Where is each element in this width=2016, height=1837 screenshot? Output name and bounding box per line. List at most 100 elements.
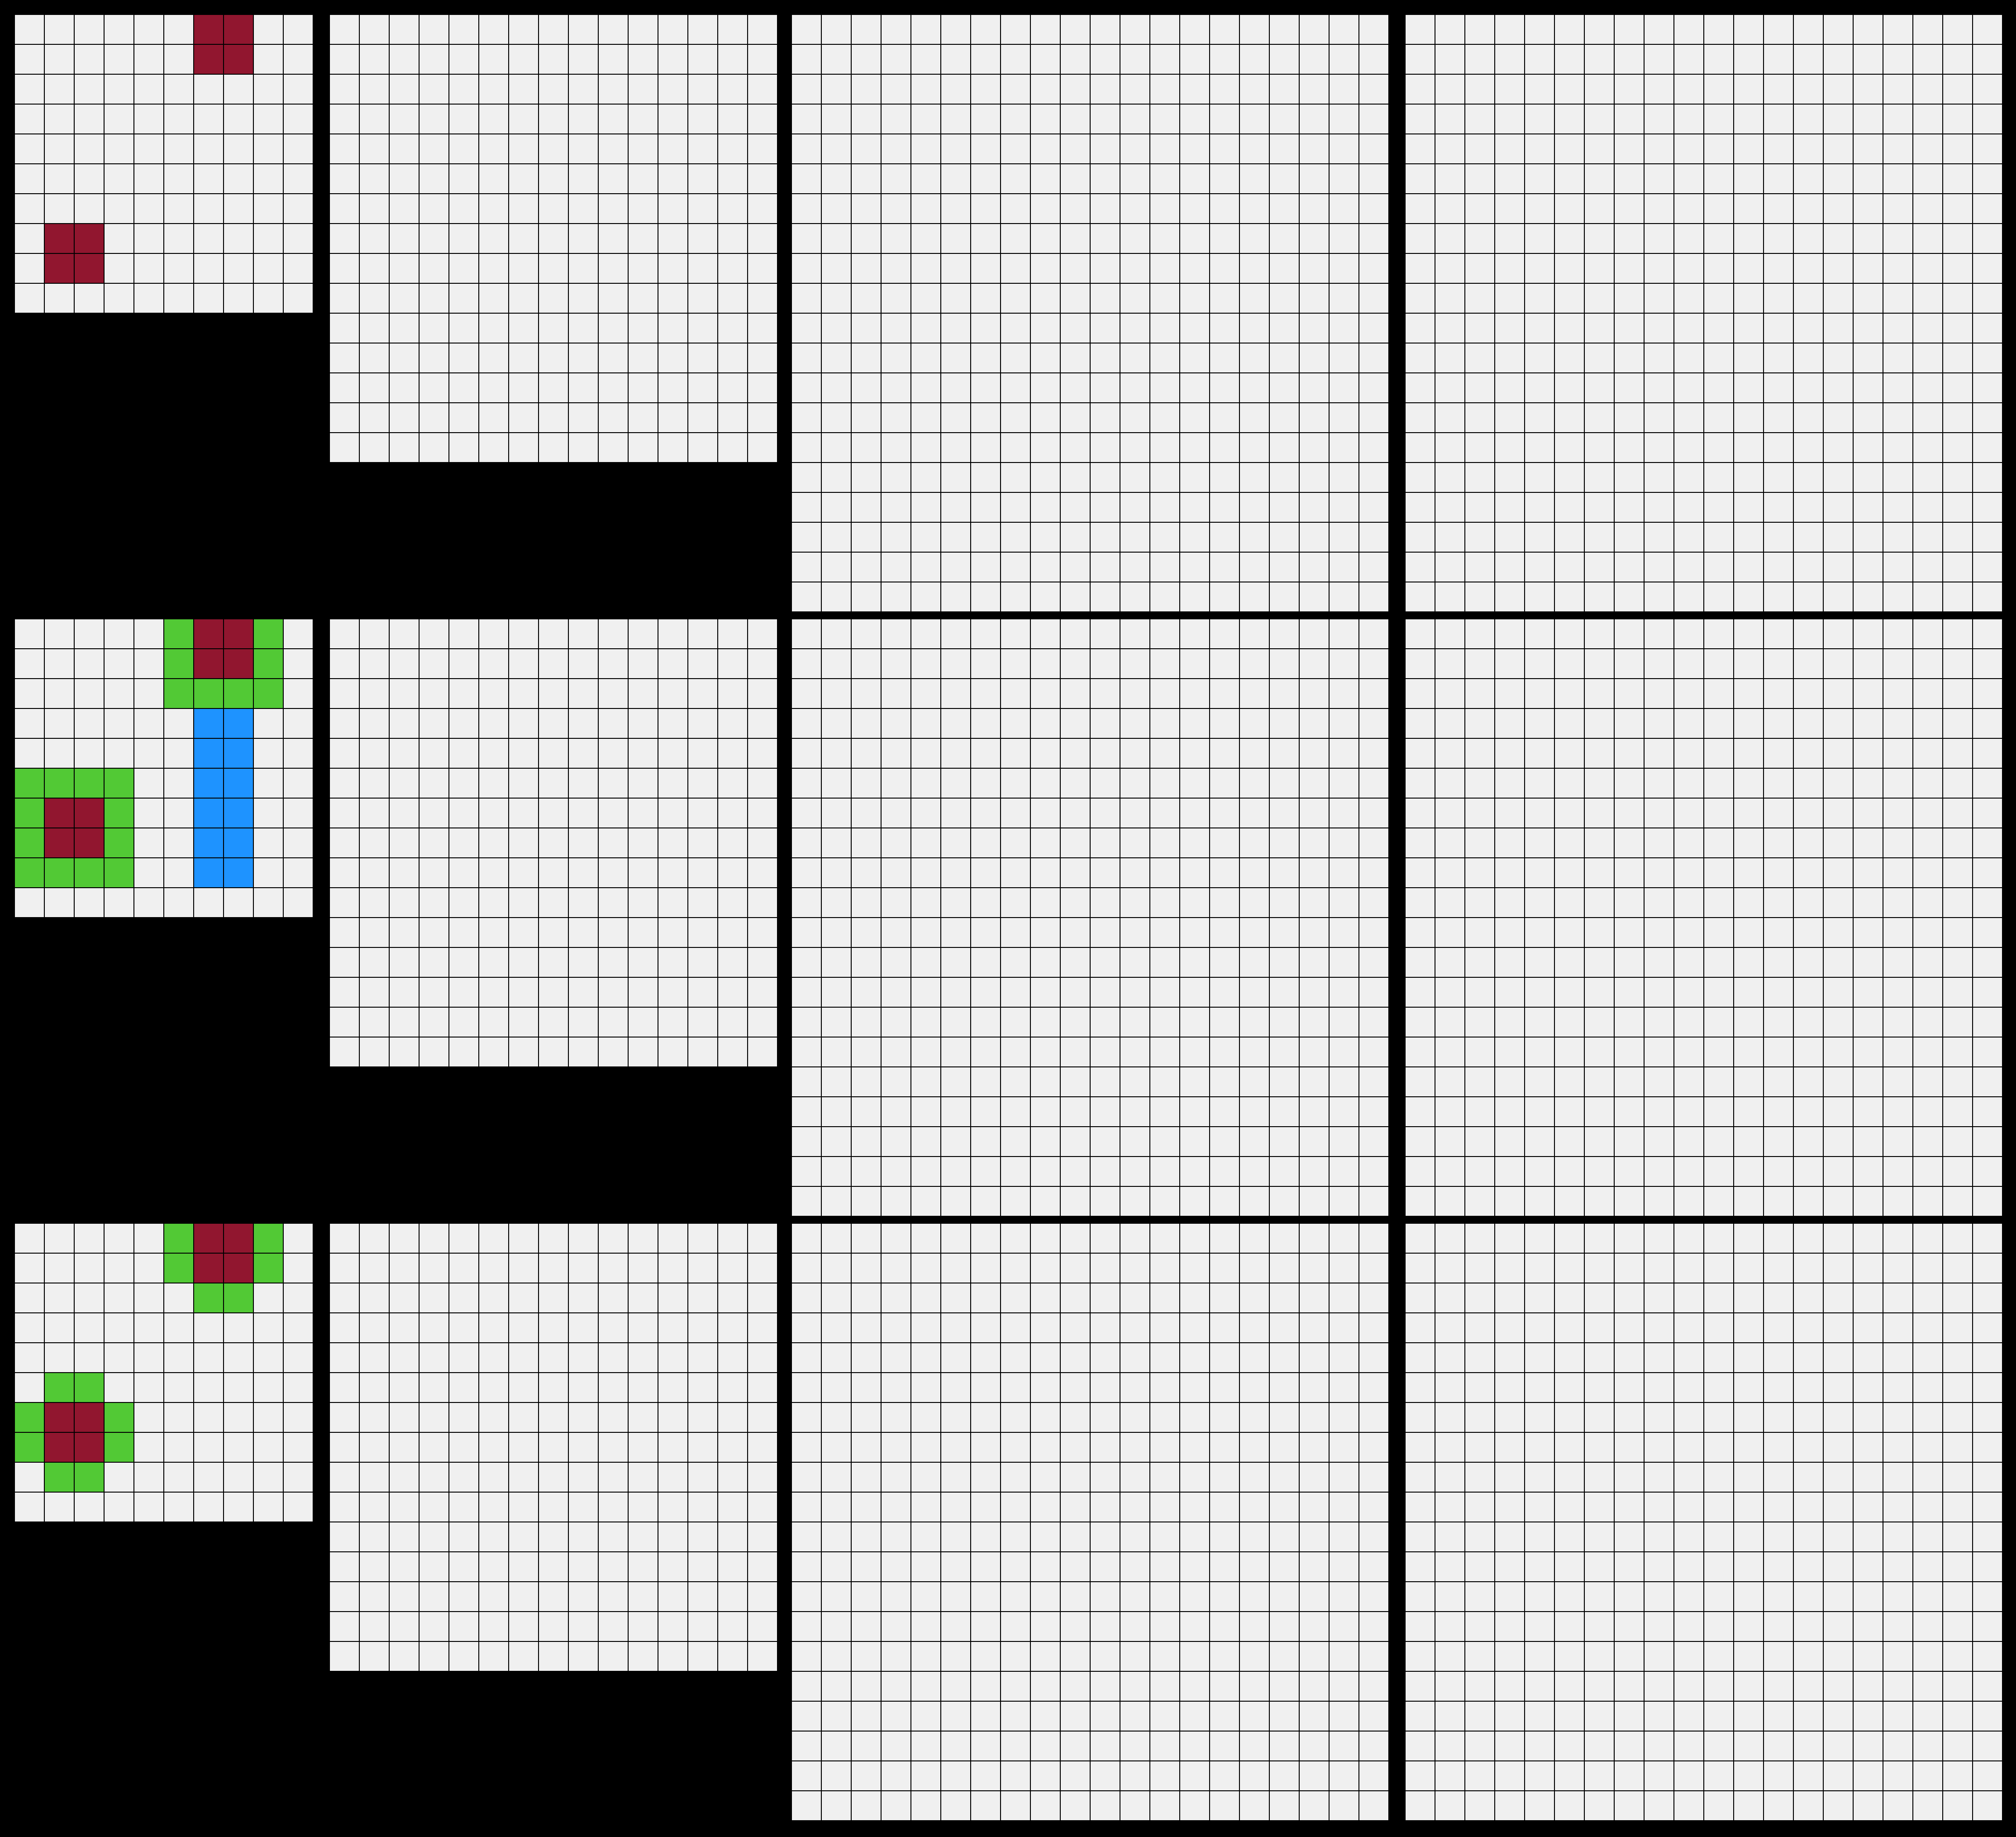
grid-cell[interactable] (852, 739, 881, 768)
grid-cell[interactable] (1943, 134, 1972, 163)
grid-cell[interactable] (1794, 709, 1823, 738)
grid-cell[interactable] (1615, 15, 1644, 44)
grid-cell[interactable] (479, 769, 508, 798)
grid-cell[interactable] (1150, 224, 1179, 253)
grid-cell[interactable] (1359, 344, 1388, 372)
grid-cell[interactable] (1883, 45, 1912, 74)
grid-cell[interactable] (852, 1097, 881, 1126)
grid-cell[interactable] (1210, 1463, 1239, 1492)
grid-cell[interactable] (1555, 344, 1584, 372)
grid-cell[interactable] (1359, 769, 1388, 798)
grid-cell[interactable] (971, 314, 1000, 343)
grid-cell[interactable] (1031, 1463, 1060, 1492)
grid-cell[interactable] (1001, 314, 1030, 343)
grid-cell[interactable] (1794, 1493, 1823, 1521)
grid-cell[interactable] (105, 1254, 133, 1283)
grid-cell[interactable] (718, 1522, 747, 1551)
grid-cell[interactable] (1854, 619, 1883, 648)
grid-cell[interactable] (1734, 15, 1763, 44)
grid-cell[interactable] (509, 403, 538, 432)
grid-cell[interactable] (1704, 1672, 1733, 1701)
grid-cell[interactable] (15, 679, 44, 708)
grid-cell[interactable] (539, 918, 568, 947)
grid-cell[interactable] (882, 828, 910, 857)
grid-cell[interactable] (449, 1582, 478, 1611)
grid-cell[interactable] (1330, 1127, 1358, 1156)
grid-cell[interactable] (1061, 284, 1090, 313)
grid-cell[interactable] (1555, 523, 1584, 552)
grid-cell[interactable] (911, 75, 940, 104)
grid-cell[interactable] (479, 619, 508, 648)
grid-cell[interactable] (330, 344, 359, 372)
grid-cell[interactable] (1270, 1761, 1299, 1790)
grid-cell[interactable] (569, 918, 598, 947)
grid-cell[interactable] (1240, 679, 1269, 708)
grid-cell[interactable] (284, 1313, 313, 1342)
grid-cell[interactable] (882, 582, 910, 611)
grid-cell[interactable] (1240, 1582, 1269, 1611)
grid-cell[interactable] (224, 75, 253, 104)
grid-cell[interactable] (688, 649, 717, 678)
grid-cell[interactable] (1061, 858, 1090, 887)
grid-cell[interactable] (792, 224, 821, 253)
grid-cell[interactable] (569, 948, 598, 977)
grid-cell[interactable] (1734, 619, 1763, 648)
grid-cell[interactable] (330, 1522, 359, 1551)
grid-cell[interactable] (1180, 1463, 1209, 1492)
grid-cell[interactable] (1734, 314, 1763, 343)
grid-cell[interactable] (194, 619, 223, 648)
grid-cell[interactable] (1150, 75, 1179, 104)
grid-cell[interactable] (509, 1008, 538, 1037)
grid-cell[interactable] (1764, 739, 1793, 768)
grid-cell[interactable] (284, 1403, 313, 1432)
grid-cell[interactable] (105, 888, 133, 917)
grid-cell[interactable] (1585, 314, 1614, 343)
grid-cell[interactable] (1764, 769, 1793, 798)
grid-cell[interactable] (748, 224, 777, 253)
grid-cell[interactable] (164, 619, 193, 648)
grid-cell[interactable] (1210, 858, 1239, 887)
grid-cell[interactable] (1645, 649, 1673, 678)
grid-cell[interactable] (1435, 739, 1464, 768)
grid-cell[interactable] (1854, 1008, 1883, 1037)
grid-cell[interactable] (75, 1313, 104, 1342)
grid-cell[interactable] (1465, 828, 1494, 857)
grid-cell[interactable] (1794, 463, 1823, 492)
grid-cell[interactable] (718, 978, 747, 1007)
grid-cell[interactable] (1973, 1493, 2002, 1521)
grid-cell[interactable] (1913, 1522, 1942, 1551)
grid-cell[interactable] (1240, 799, 1269, 827)
grid-cell[interactable] (284, 709, 313, 738)
grid-cell[interactable] (1091, 769, 1120, 798)
grid-cell[interactable] (15, 799, 44, 827)
grid-cell[interactable] (1061, 1433, 1090, 1462)
grid-cell[interactable] (1854, 194, 1883, 223)
grid-cell[interactable] (1943, 1283, 1972, 1312)
grid-cell[interactable] (1854, 858, 1883, 887)
grid-cell[interactable] (1645, 709, 1673, 738)
grid-cell[interactable] (1734, 1702, 1763, 1731)
grid-cell[interactable] (941, 858, 970, 887)
grid-cell[interactable] (792, 828, 821, 857)
grid-cell[interactable] (1824, 888, 1853, 917)
grid-cell[interactable] (1913, 344, 1942, 372)
grid-cell[interactable] (1943, 769, 1972, 798)
grid-cell[interactable] (822, 254, 851, 283)
grid-cell[interactable] (1824, 344, 1853, 372)
grid-cell[interactable] (479, 194, 508, 223)
grid-cell[interactable] (284, 194, 313, 223)
grid-cell[interactable] (1495, 105, 1524, 133)
grid-cell[interactable] (1240, 463, 1269, 492)
grid-cell[interactable] (479, 888, 508, 917)
grid-cell[interactable] (1734, 1008, 1763, 1037)
grid-cell[interactable] (1585, 433, 1614, 462)
grid-cell[interactable] (1210, 1791, 1239, 1820)
grid-cell[interactable] (1734, 1672, 1763, 1701)
grid-cell[interactable] (882, 1672, 910, 1701)
grid-cell[interactable] (1465, 619, 1494, 648)
grid-cell[interactable] (1270, 1672, 1299, 1701)
grid-cell[interactable] (569, 224, 598, 253)
grid-cell[interactable] (792, 1127, 821, 1156)
grid-cell[interactable] (629, 194, 658, 223)
grid-cell[interactable] (792, 1582, 821, 1611)
